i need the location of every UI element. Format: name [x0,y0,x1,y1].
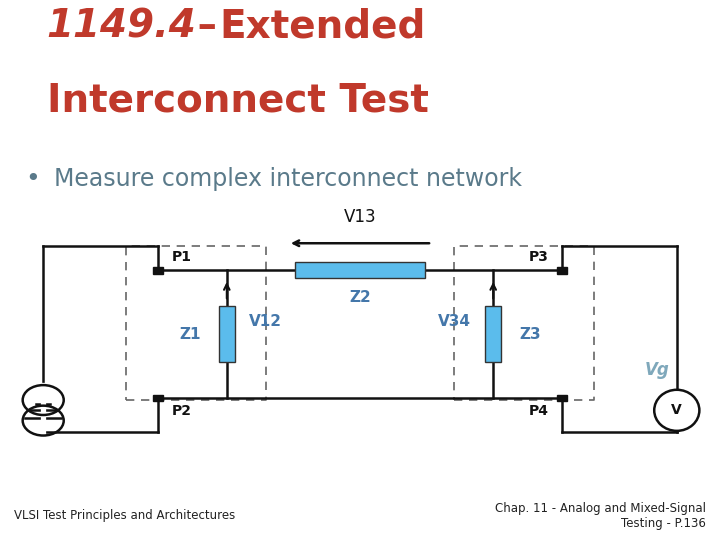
Text: Z1: Z1 [179,327,201,342]
Text: P4: P4 [528,404,549,418]
Bar [557,395,567,401]
Ellipse shape [654,390,699,431]
Bar [295,262,425,278]
Bar [557,267,567,274]
Text: Chap. 11 - Analog and Mixed-Signal
Testing - P.136: Chap. 11 - Analog and Mixed-Signal Testi… [495,502,706,530]
Text: Z2: Z2 [349,291,371,306]
Text: V: V [672,403,682,417]
Text: 1149.4: 1149.4 [47,8,197,45]
Text: Z3: Z3 [519,327,541,342]
Bar [153,395,163,401]
Text: V34: V34 [438,314,471,329]
Bar [219,306,235,362]
Text: P2: P2 [171,404,192,418]
Text: –: – [184,8,230,45]
Text: V13: V13 [343,208,377,226]
Text: Interconnect Test: Interconnect Test [47,81,428,119]
Text: P1: P1 [171,251,192,265]
Text: Vg: Vg [645,361,670,379]
Text: V12: V12 [249,314,282,329]
Text: VLSI Test Principles and Architectures: VLSI Test Principles and Architectures [14,509,235,522]
Text: •: • [25,167,40,191]
Text: Extended: Extended [220,8,426,45]
Bar [485,306,501,362]
Text: P3: P3 [528,251,549,265]
Text: Measure complex interconnect network: Measure complex interconnect network [54,167,522,191]
Bar [153,267,163,274]
